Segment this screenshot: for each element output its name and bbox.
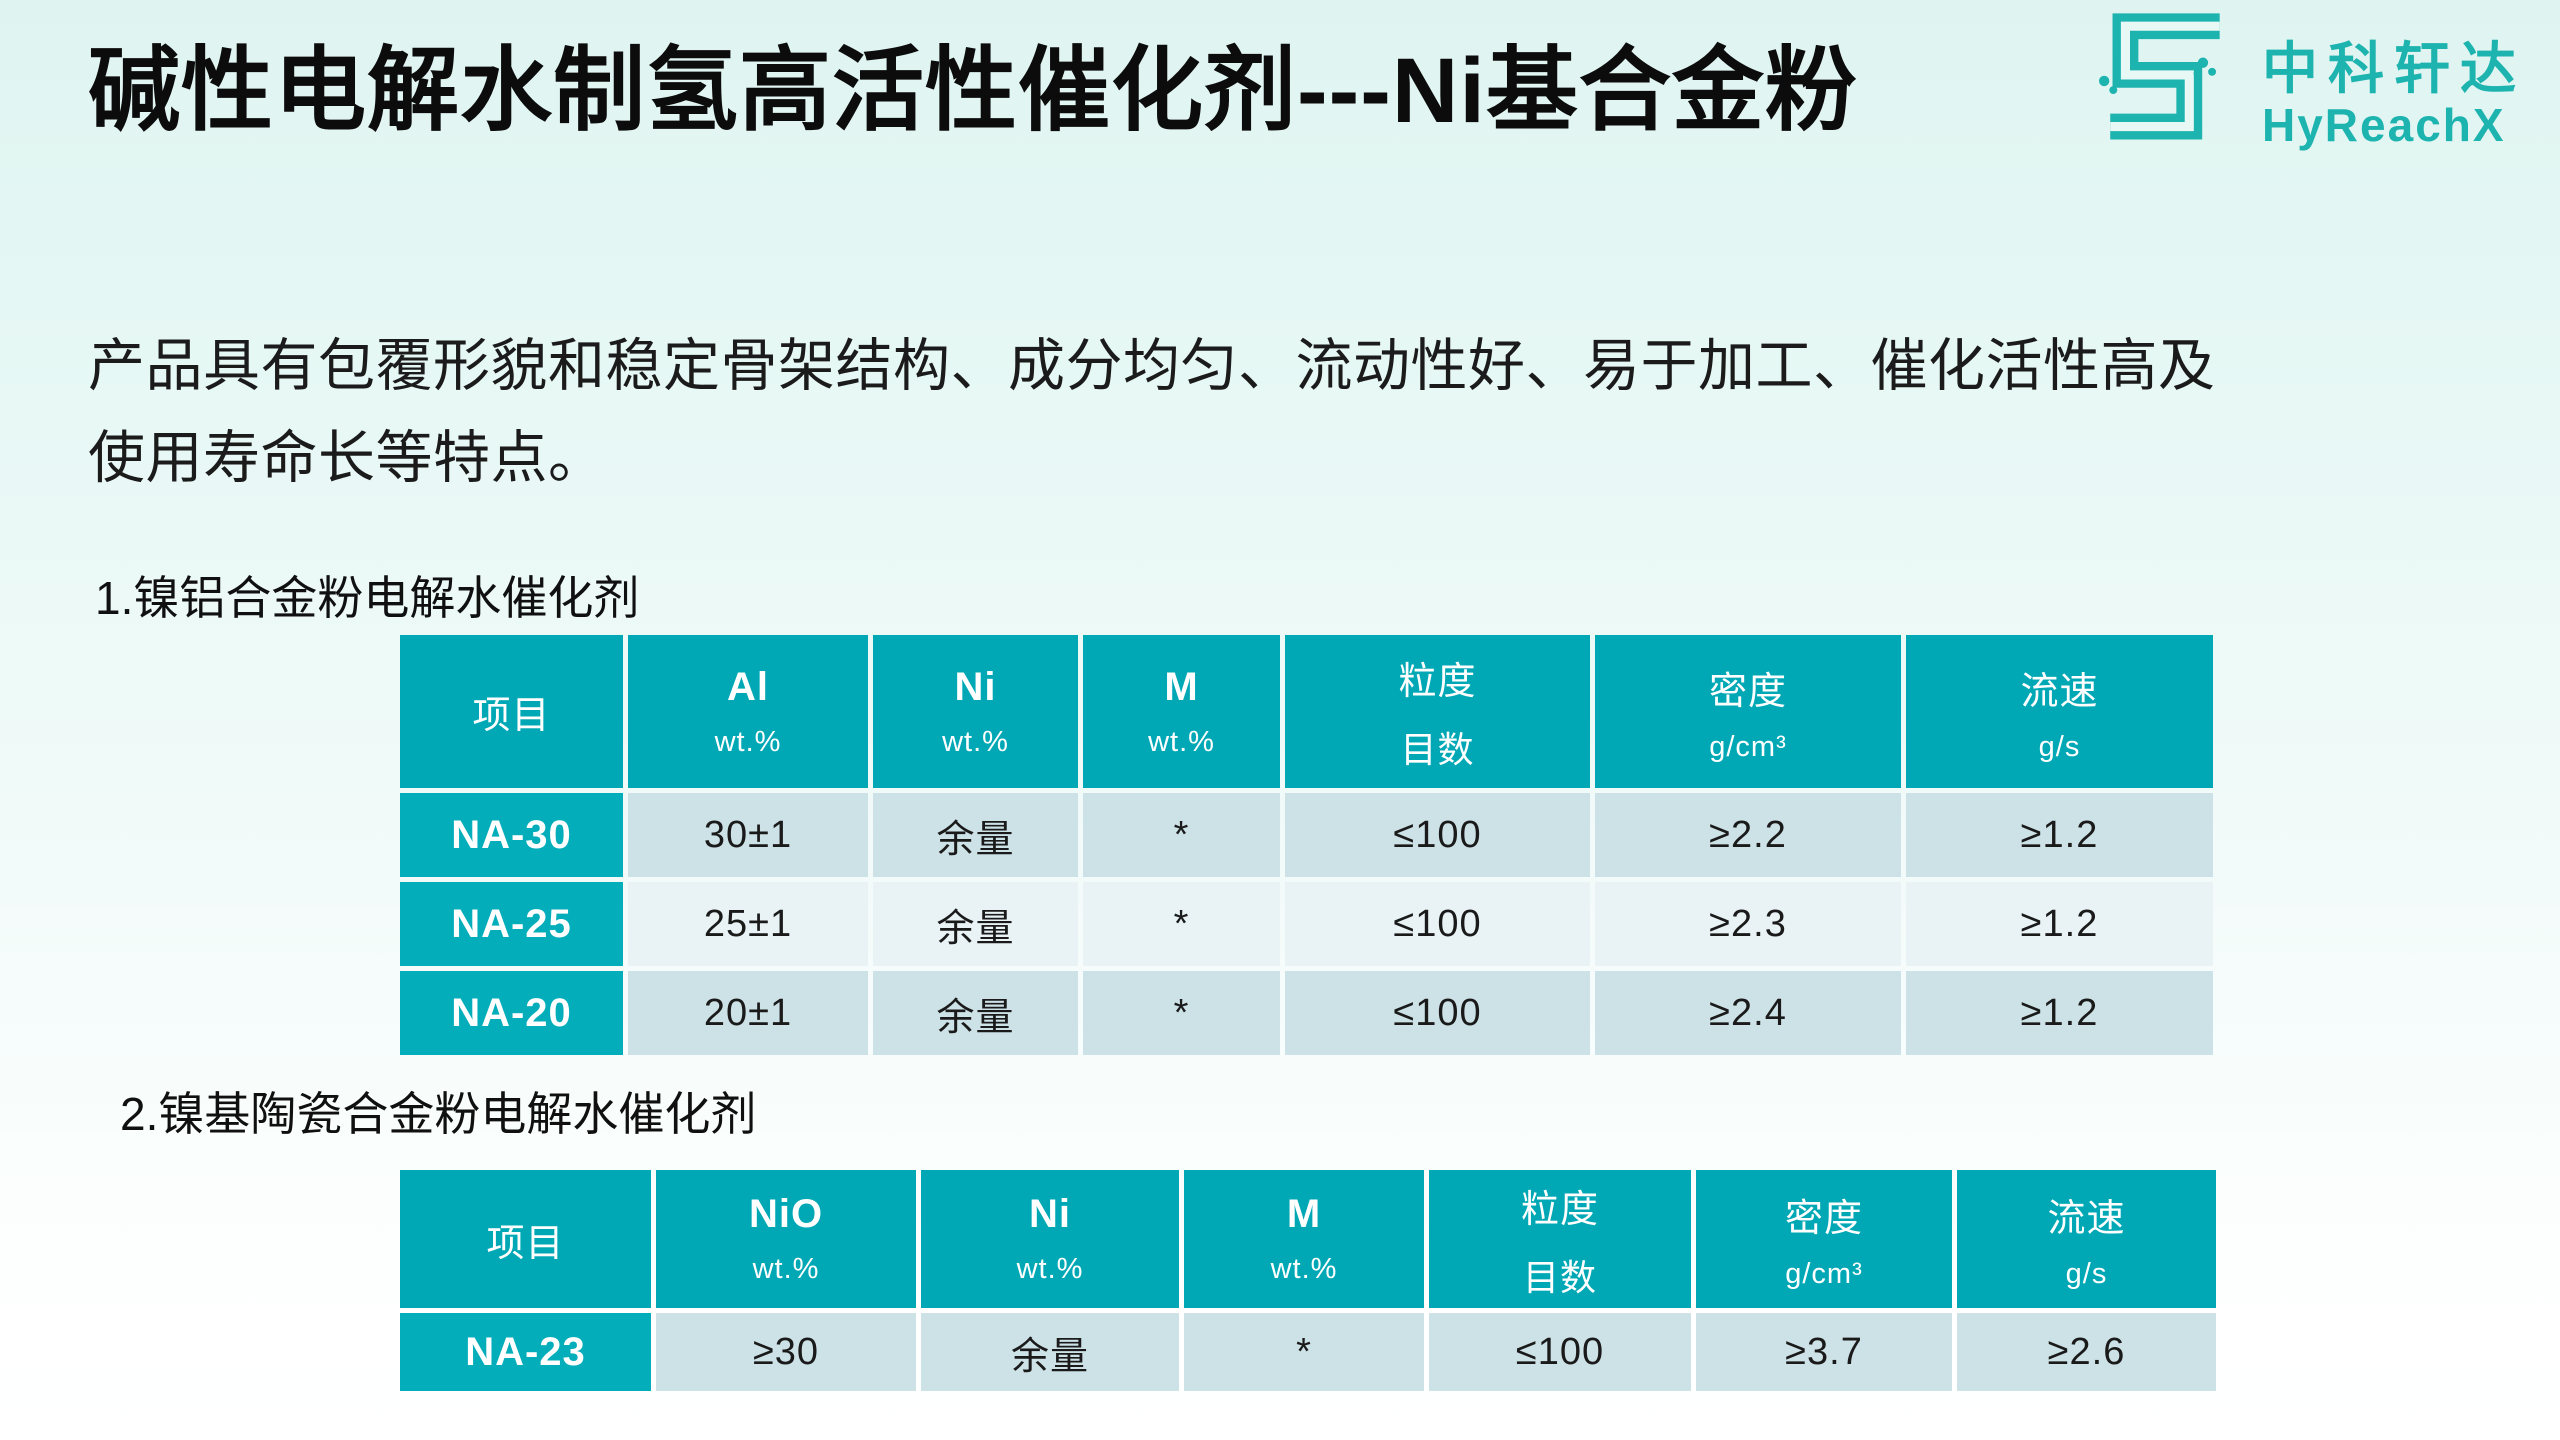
cell-na25-density: ≥2.3 bbox=[1595, 882, 1901, 966]
row-label-na-25: NA-25 bbox=[400, 882, 623, 966]
row-label-na-23: NA-23 bbox=[400, 1313, 651, 1391]
cell-na20-ni: 余量 bbox=[873, 971, 1078, 1055]
cell-na20-al: 20±1 bbox=[628, 971, 868, 1055]
cell-na23-ni: 余量 bbox=[921, 1313, 1179, 1391]
cell-na30-al: 30±1 bbox=[628, 793, 868, 877]
cell-na23-mesh: ≤100 bbox=[1429, 1313, 1691, 1391]
cell-na23-nio: ≥30 bbox=[656, 1313, 916, 1391]
cell-na25-al: 25±1 bbox=[628, 882, 868, 966]
table-nickel-ceramic-alloy: 项目 NiO wt.% Ni wt.% M wt.% 粒度 目数 密度 g/cm… bbox=[400, 1170, 2216, 1391]
table-nickel-aluminum-alloy: 项目 Al wt.% Ni wt.% M wt.% 粒度 目数 密度 g/cm³… bbox=[400, 635, 2213, 1055]
header-cell-flow-rate: 流速 g/s bbox=[1957, 1170, 2216, 1308]
row-label-na-20: NA-20 bbox=[400, 971, 623, 1055]
header-cell-flow-rate: 流速 g/s bbox=[1906, 635, 2213, 788]
header-cell-nio: NiO wt.% bbox=[656, 1170, 916, 1308]
header-cell-particle-size: 粒度 目数 bbox=[1285, 635, 1590, 788]
intro-paragraph: 产品具有包覆形貌和稳定骨架结构、成分均匀、流动性好、易于加工、催化活性高及 使用… bbox=[88, 320, 2216, 505]
header-cell-m: M wt.% bbox=[1083, 635, 1280, 788]
cell-na23-flow: ≥2.6 bbox=[1957, 1313, 2216, 1391]
cell-na30-ni: 余量 bbox=[873, 793, 1078, 877]
header-cell-item: 项目 bbox=[400, 635, 623, 788]
header-cell-density: 密度 g/cm³ bbox=[1595, 635, 1901, 788]
cell-na20-density: ≥2.4 bbox=[1595, 971, 1901, 1055]
page-title: 碱性电解水制氢高活性催化剂---Ni基合金粉 bbox=[88, 40, 1858, 142]
cell-na25-m: * bbox=[1083, 882, 1280, 966]
section-1-heading: 1.镍铝合金粉电解水催化剂 bbox=[95, 572, 640, 624]
header-cell-ni: Ni wt.% bbox=[921, 1170, 1179, 1308]
cell-na25-flow: ≥1.2 bbox=[1906, 882, 2213, 966]
hyreachx-s-icon bbox=[2098, 13, 2220, 140]
cell-na25-mesh: ≤100 bbox=[1285, 882, 1590, 966]
header-cell-m: M wt.% bbox=[1184, 1170, 1424, 1308]
cell-na30-density: ≥2.2 bbox=[1595, 793, 1901, 877]
header-cell-item: 项目 bbox=[400, 1170, 651, 1308]
cell-na20-flow: ≥1.2 bbox=[1906, 971, 2213, 1055]
company-logo: 中科轩达 HyReachX bbox=[2092, 8, 2526, 160]
intro-line-2: 使用寿命长等特点。 bbox=[88, 426, 606, 491]
cell-na20-mesh: ≤100 bbox=[1285, 971, 1590, 1055]
company-name-cn: 中科轩达 bbox=[2262, 37, 2526, 100]
cell-na25-ni: 余量 bbox=[873, 882, 1078, 966]
logo-text: 中科轩达 HyReachX bbox=[2262, 37, 2526, 152]
cell-na23-density: ≥3.7 bbox=[1696, 1313, 1952, 1391]
company-name-en: HyReachX bbox=[2262, 98, 2506, 151]
header-cell-particle-size: 粒度 目数 bbox=[1429, 1170, 1691, 1308]
section-2-heading: 2.镍基陶瓷合金粉电解水催化剂 bbox=[120, 1088, 757, 1140]
header-cell-al: Al wt.% bbox=[628, 635, 868, 788]
cell-na30-flow: ≥1.2 bbox=[1906, 793, 2213, 877]
intro-line-1: 产品具有包覆形貌和稳定骨架结构、成分均匀、流动性好、易于加工、催化活性高及 bbox=[88, 334, 2216, 398]
header-cell-ni: Ni wt.% bbox=[873, 635, 1078, 788]
cell-na30-m: * bbox=[1083, 793, 1280, 877]
header-cell-density: 密度 g/cm³ bbox=[1696, 1170, 1952, 1308]
row-label-na-30: NA-30 bbox=[400, 793, 623, 877]
cell-na23-m: * bbox=[1184, 1313, 1424, 1391]
cell-na20-m: * bbox=[1083, 971, 1280, 1055]
cell-na30-mesh: ≤100 bbox=[1285, 793, 1590, 877]
